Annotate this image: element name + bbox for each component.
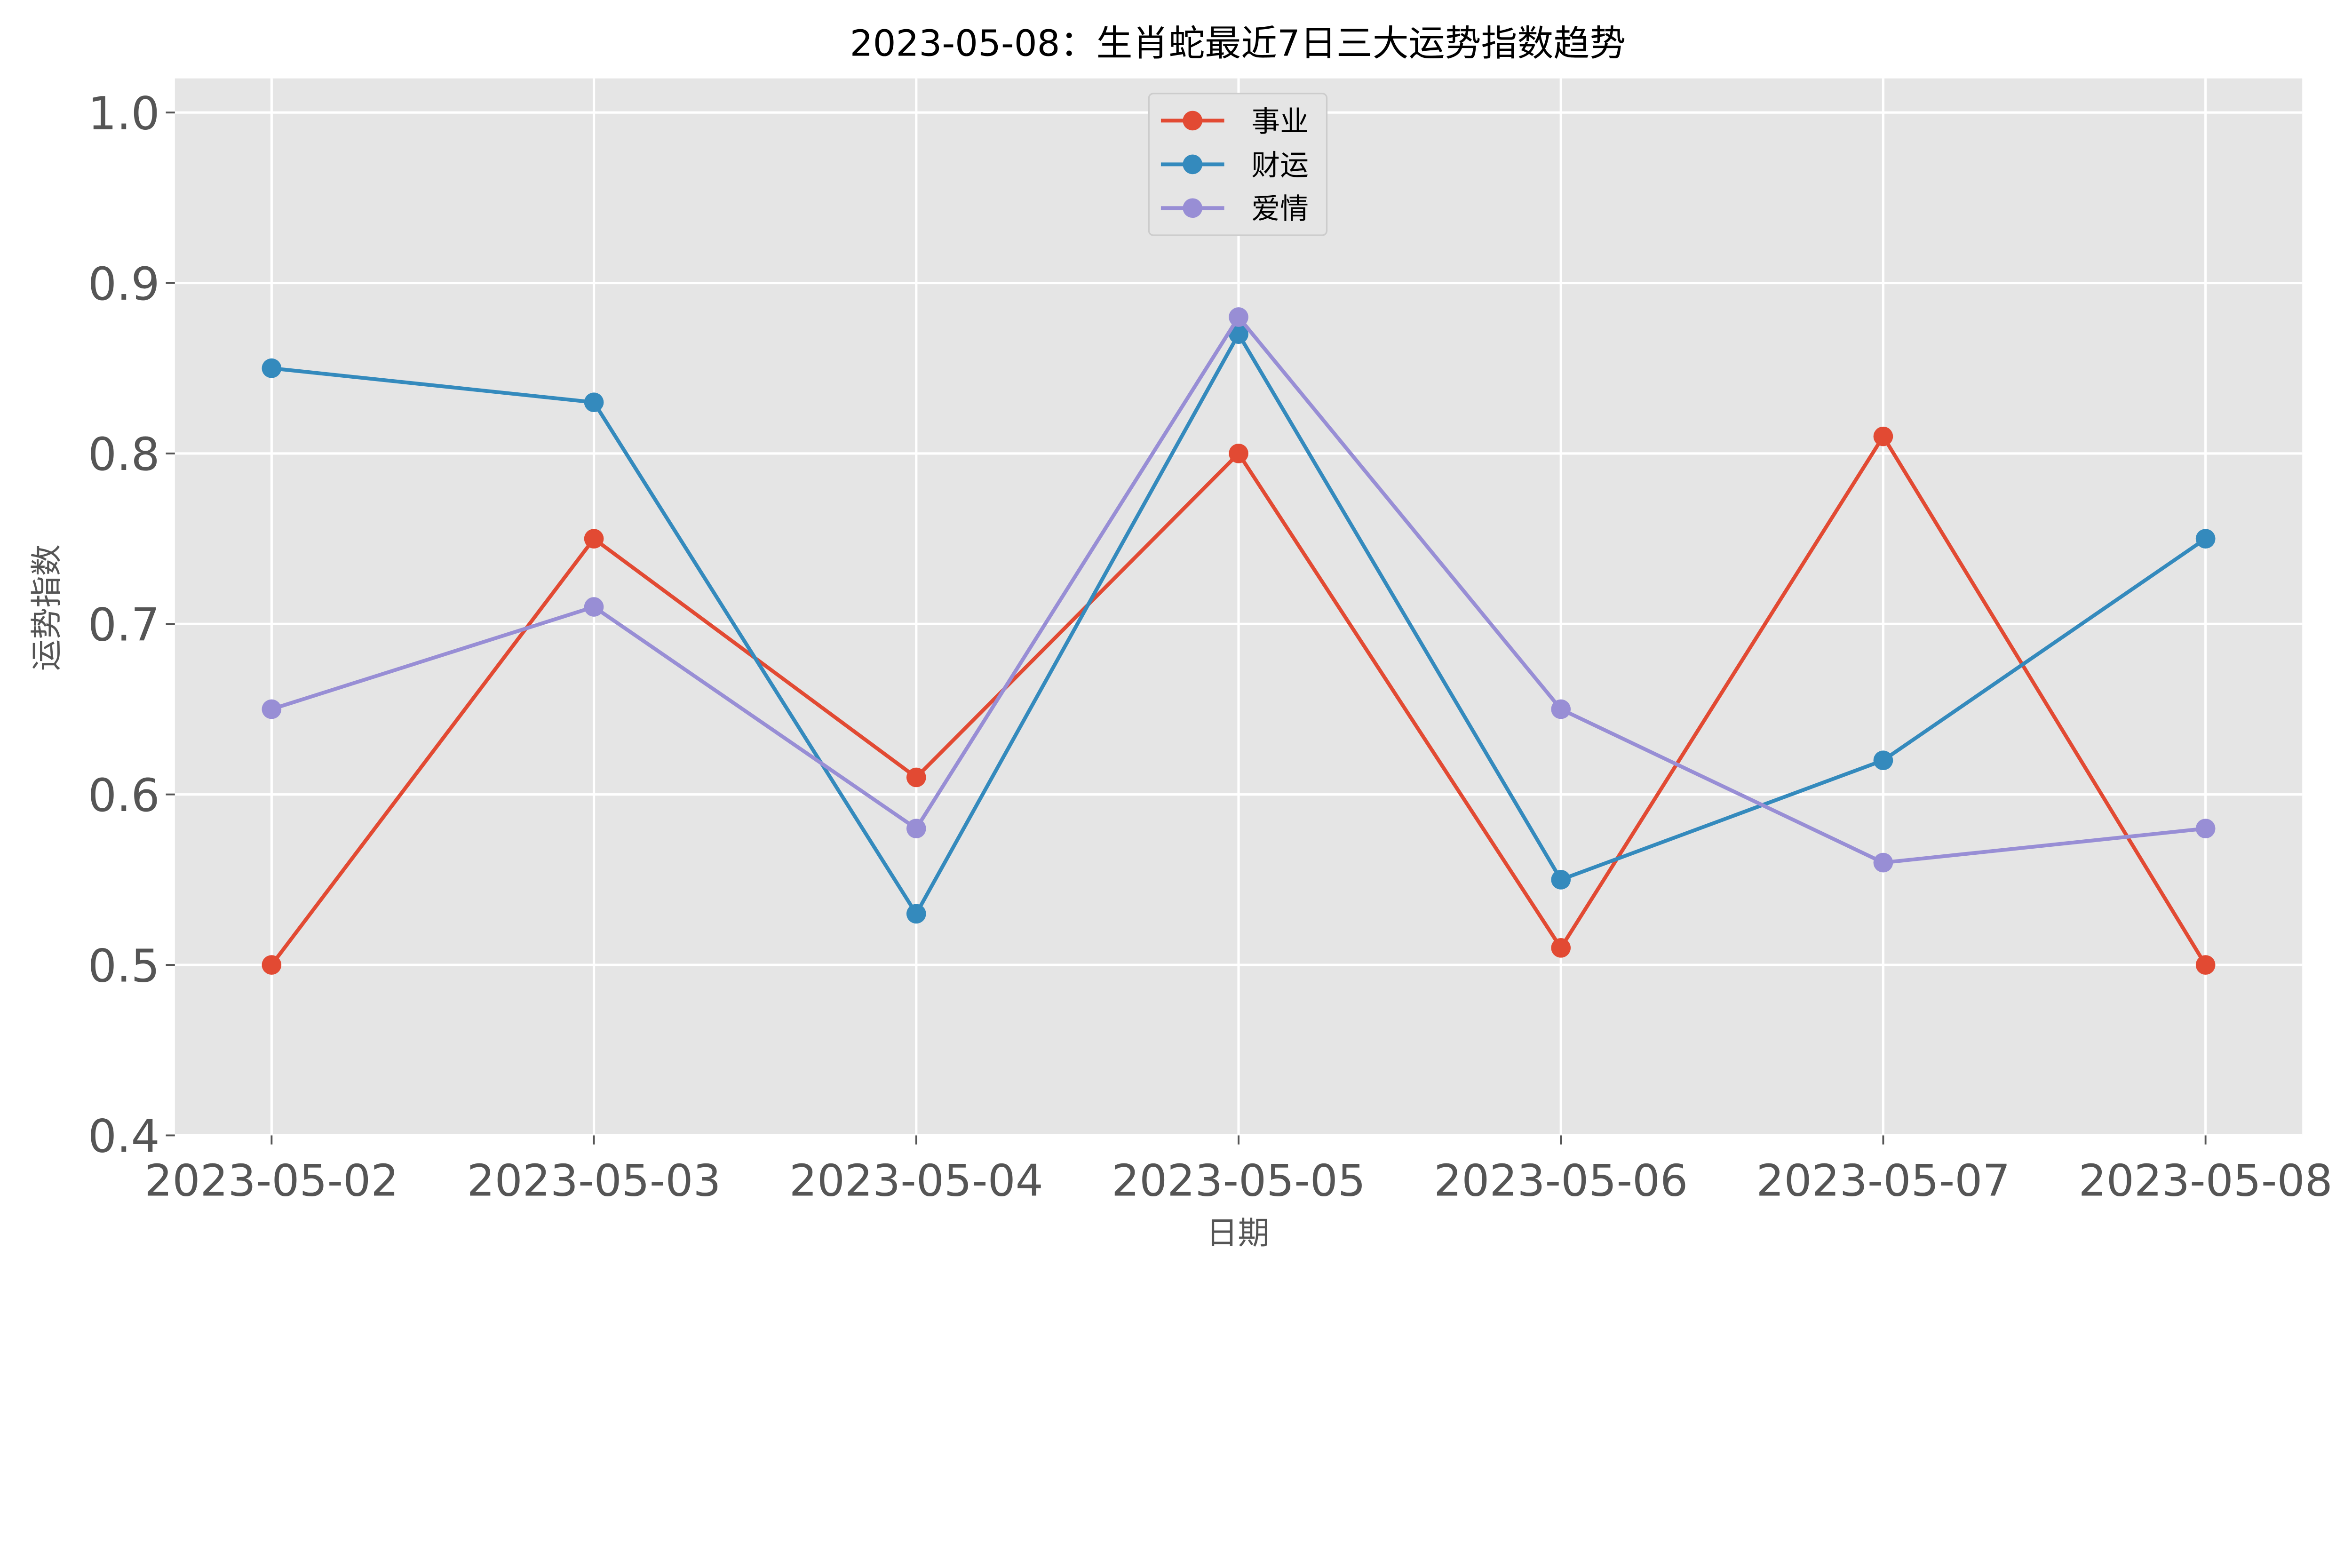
data-point [2195,529,2216,549]
data-point [1873,750,1893,771]
legend-label: 财运 [1251,149,1309,182]
axes: 0.4 0.5 0.6 0.7 0.8 0.9 1.0 2023-05-02 2023-05-0… [88,87,2333,1206]
data-point [906,819,926,838]
y-tick-label: 0.6 [88,769,160,822]
legend-marker [1183,111,1203,131]
data-point [1229,324,1248,344]
data-point [1873,426,1893,446]
x-tick-label: 2023-05-02 [144,1155,398,1206]
line-chart: 0.4 0.5 0.6 0.7 0.8 0.9 1.0 2023-05-02 2023-05-0… [28,23,2333,1252]
x-tick-label: 2023-05-08 [2079,1155,2333,1206]
grid [175,78,2303,1137]
y-tick-label: 0.7 [88,599,160,652]
x-tick-label: 2023-05-06 [1434,1155,1688,1206]
x-axis-label: 日期 [1206,1215,1270,1251]
y-tick-label: 1.0 [88,87,160,140]
legend-marker [1183,154,1203,175]
series-group [262,307,2216,975]
data-point [2195,955,2216,975]
legend-marker [1183,198,1203,218]
data-point [2195,819,2216,838]
data-point [1551,938,1571,958]
y-tick-label: 0.4 [88,1110,160,1163]
data-point [906,767,926,788]
chart-title: 2023-05-08：生肖蛇最近7日三大运势指数趋势 [850,23,1626,65]
y-axis-label: 运势指数 [28,544,65,671]
y-tick-label: 0.9 [88,258,160,310]
data-point [906,904,926,924]
data-point [262,955,282,975]
x-tick-label: 2023-05-03 [467,1155,721,1206]
data-point [1873,852,1893,873]
data-point [262,699,282,719]
data-point [1229,307,1248,327]
legend-label: 爱情 [1251,192,1309,226]
data-point [584,529,604,549]
data-point [262,358,282,378]
data-point [1229,444,1248,463]
legend-label: 事业 [1251,105,1309,138]
x-tick-label: 2023-05-05 [1112,1155,1366,1206]
data-point [1551,870,1571,890]
y-tick-label: 0.5 [88,939,160,992]
data-point [1551,699,1571,719]
data-point [584,597,604,617]
y-tick-label: 0.8 [88,428,160,481]
x-tick-label: 2023-05-04 [789,1155,1043,1206]
data-point [584,392,604,413]
x-tick-label: 2023-05-07 [1756,1155,2010,1206]
